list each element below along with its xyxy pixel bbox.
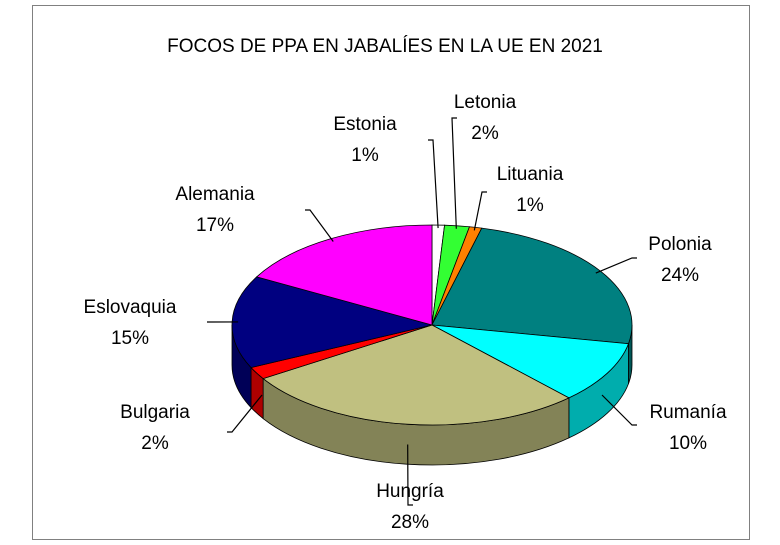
data-label-value: 2%	[471, 123, 499, 144]
data-label-value: 15%	[111, 328, 149, 349]
data-label-name: Hungría	[376, 481, 444, 502]
leader-line	[428, 139, 439, 229]
data-label-name: Polonia	[648, 234, 712, 255]
leader-line	[305, 209, 334, 242]
data-label-name: Eslovaquia	[84, 297, 177, 318]
leader-line	[595, 257, 637, 274]
data-label-name: Estonia	[333, 114, 397, 135]
data-label-value: 1%	[351, 145, 379, 166]
data-label-name: Bulgaria	[120, 402, 190, 423]
data-label-name: Rumanía	[649, 402, 727, 423]
leader-line	[451, 117, 457, 229]
leader-line	[601, 394, 637, 426]
data-label-name: Lituania	[497, 164, 564, 185]
data-label-name: Alemania	[175, 184, 255, 205]
slice	[255, 224, 433, 326]
data-label-name: Letonia	[454, 92, 517, 113]
leader-line	[227, 394, 263, 433]
data-label-value: 28%	[391, 512, 429, 533]
leader-line	[407, 444, 413, 506]
data-label-value: 1%	[516, 195, 544, 216]
leader-line	[473, 191, 487, 231]
data-label-value: 17%	[196, 215, 234, 236]
data-label-value: 2%	[141, 433, 169, 454]
chart-title: FOCOS DE PPA EN JABALÍES EN LA UE EN 202…	[167, 36, 603, 57]
slice-tops	[231, 224, 633, 426]
data-label-value: 24%	[661, 265, 699, 286]
data-label-value: 10%	[669, 433, 707, 454]
slice	[431, 324, 630, 399]
slice	[262, 324, 570, 426]
